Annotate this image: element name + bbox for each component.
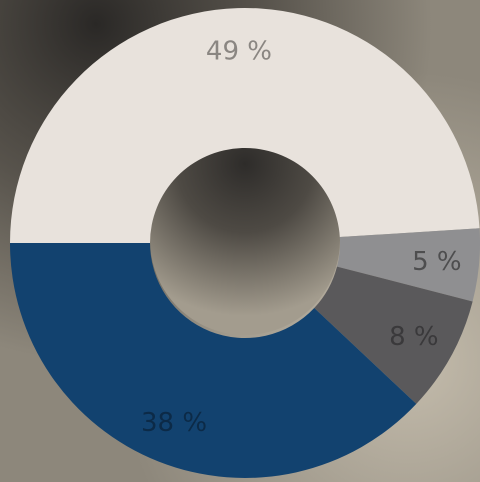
slice-value-label: 38 % — [141, 408, 207, 438]
slices-group — [10, 8, 480, 478]
slice-value-label: 5 % — [412, 247, 462, 277]
donut-slice — [314, 266, 473, 404]
donut-slice — [10, 8, 480, 243]
slice-value-label: 49 % — [206, 36, 272, 66]
donut-slice — [337, 228, 480, 302]
slice-value-label: 8 % — [389, 322, 439, 352]
donut-slice — [10, 243, 417, 478]
labels-group: 49 % 5 % 8 % 38 % — [141, 36, 462, 438]
